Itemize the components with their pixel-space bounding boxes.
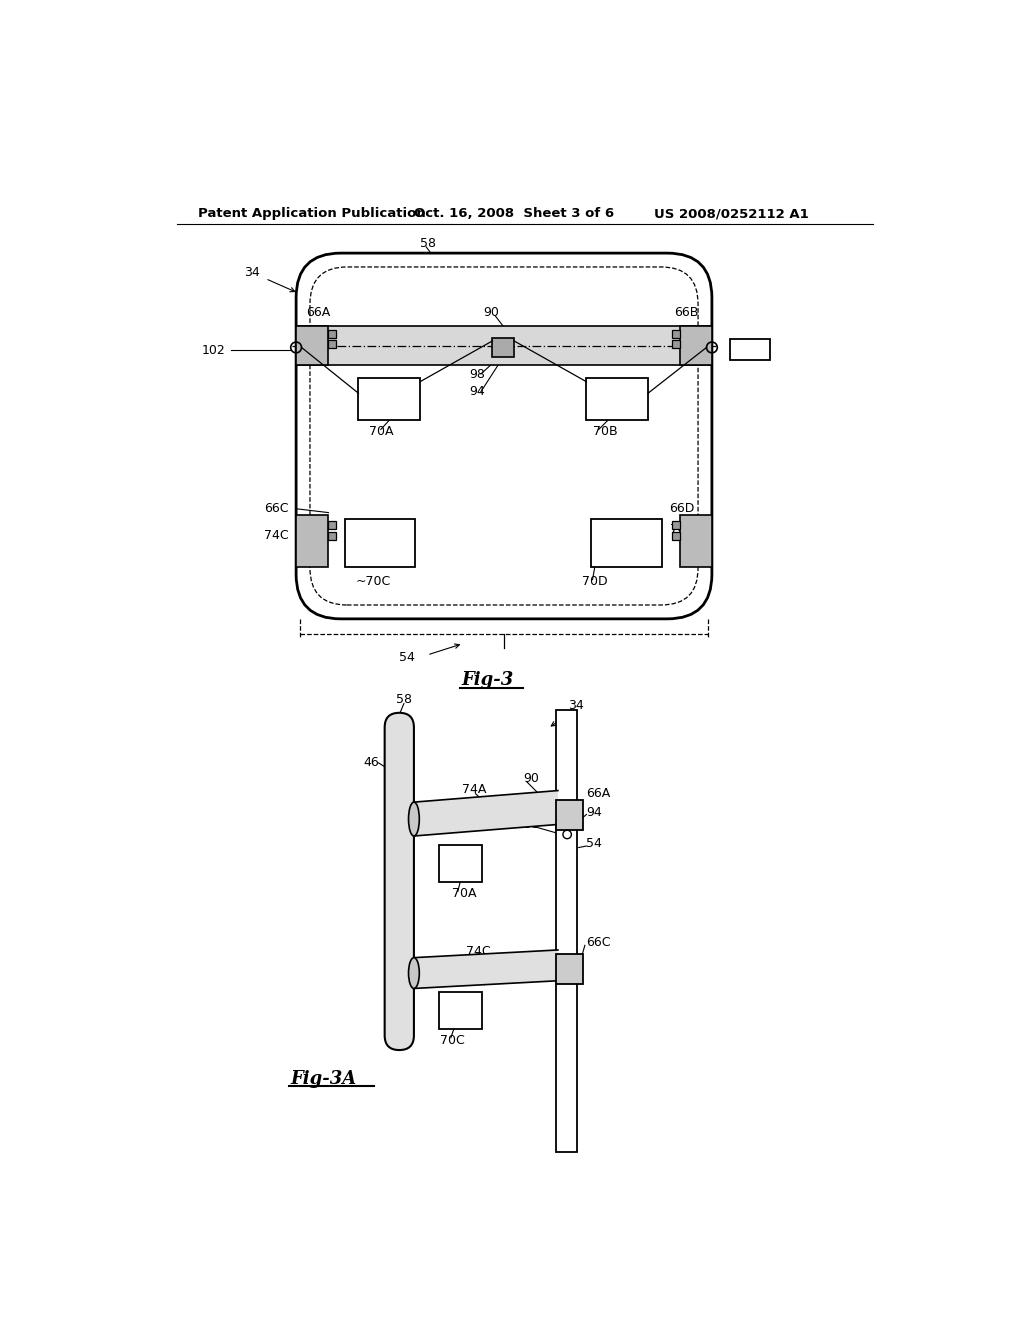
Bar xyxy=(329,341,336,348)
Text: 98: 98 xyxy=(523,818,539,832)
Bar xyxy=(556,710,578,1151)
Text: 74C: 74C xyxy=(466,945,490,958)
Text: US 2008/0252112 A1: US 2008/0252112 A1 xyxy=(654,207,809,220)
Text: 74C: 74C xyxy=(264,529,289,543)
Bar xyxy=(358,378,420,420)
Text: 66B: 66B xyxy=(674,306,698,319)
FancyBboxPatch shape xyxy=(296,253,712,619)
Text: 46: 46 xyxy=(364,756,379,770)
Text: 94: 94 xyxy=(469,385,485,399)
Text: 34: 34 xyxy=(245,265,260,279)
Text: 66A: 66A xyxy=(587,787,610,800)
Bar xyxy=(680,515,712,566)
Bar xyxy=(672,532,680,540)
Text: 98: 98 xyxy=(469,367,485,380)
Text: Fig-3: Fig-3 xyxy=(462,672,514,689)
Text: 102: 102 xyxy=(202,343,226,356)
Bar xyxy=(345,519,416,566)
Text: 74B: 74B xyxy=(685,327,710,341)
Polygon shape xyxy=(414,950,558,989)
Bar xyxy=(672,330,680,338)
Text: 66C: 66C xyxy=(264,502,289,515)
Text: 58: 58 xyxy=(396,693,413,706)
Text: 90: 90 xyxy=(483,306,499,319)
Text: 70D: 70D xyxy=(582,576,607,589)
Text: Patent Application Publication: Patent Application Publication xyxy=(199,207,426,220)
Text: 34: 34 xyxy=(568,698,584,711)
Bar xyxy=(730,339,770,360)
Text: 74A: 74A xyxy=(462,783,486,796)
Text: 70A: 70A xyxy=(370,425,394,438)
Polygon shape xyxy=(414,791,558,836)
Ellipse shape xyxy=(409,803,419,836)
Bar xyxy=(438,991,481,1028)
Bar xyxy=(672,341,680,348)
Bar xyxy=(556,800,584,830)
Text: 74D: 74D xyxy=(670,523,695,536)
Text: 54: 54 xyxy=(587,837,602,850)
Bar xyxy=(587,378,648,420)
Bar xyxy=(329,521,336,529)
Bar xyxy=(672,521,680,529)
Ellipse shape xyxy=(409,958,419,989)
Bar xyxy=(438,845,481,882)
Text: 99: 99 xyxy=(733,343,749,356)
Text: 54: 54 xyxy=(398,651,415,664)
Text: 58: 58 xyxy=(420,236,436,249)
FancyBboxPatch shape xyxy=(385,713,414,1051)
Bar xyxy=(296,326,329,364)
Text: 66D: 66D xyxy=(670,502,695,515)
Bar xyxy=(556,954,584,983)
Text: 70C: 70C xyxy=(440,1034,465,1047)
Bar xyxy=(493,338,514,358)
Text: 70A: 70A xyxy=(453,887,477,900)
Text: 94: 94 xyxy=(587,807,602,820)
Bar xyxy=(591,519,662,566)
Bar xyxy=(329,532,336,540)
Bar xyxy=(296,515,329,566)
Text: 66A: 66A xyxy=(306,306,331,319)
Bar xyxy=(296,326,712,364)
Text: 66C: 66C xyxy=(587,936,611,949)
Text: 90: 90 xyxy=(523,772,539,785)
Text: 70B: 70B xyxy=(593,425,617,438)
Text: ~70C: ~70C xyxy=(355,576,390,589)
Text: 106: 106 xyxy=(691,354,715,367)
Text: Oct. 16, 2008  Sheet 3 of 6: Oct. 16, 2008 Sheet 3 of 6 xyxy=(414,207,614,220)
Bar xyxy=(329,330,336,338)
Bar xyxy=(680,326,712,364)
Text: Fig-3A: Fig-3A xyxy=(291,1069,357,1088)
